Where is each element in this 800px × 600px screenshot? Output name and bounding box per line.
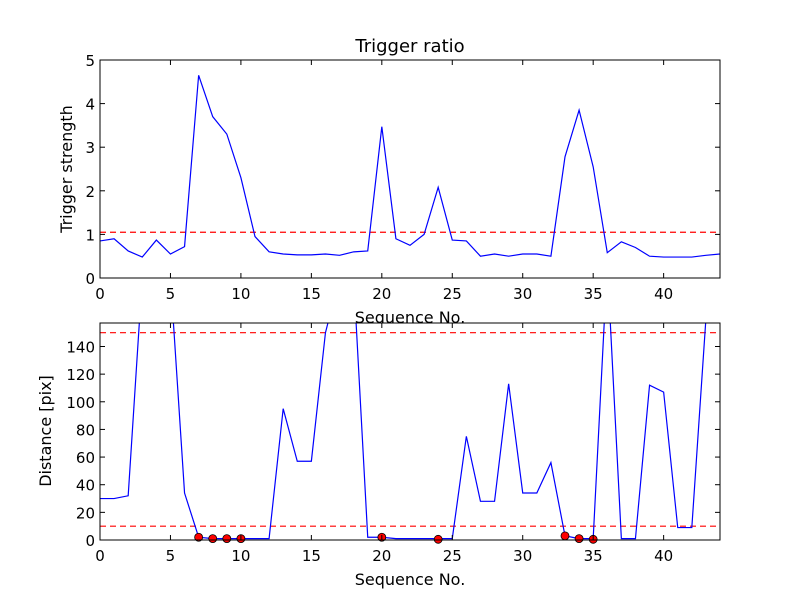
y-tick-label: 5: [85, 52, 95, 70]
x-tick-label: 5: [166, 547, 176, 565]
data-point-marker: [574, 534, 584, 544]
y-axis-label: Trigger strength: [57, 105, 76, 234]
y-tick-label: 4: [85, 96, 95, 114]
x-tick-label: 40: [654, 547, 673, 565]
y-axis-label: Distance [pix]: [36, 375, 55, 487]
trigger-ratio-panel: 0 5 10 15 20 25 30 35 40 0 1 2 3 4 5 Trigger ratio Se…: [57, 36, 721, 327]
chart-title: Trigger ratio: [354, 36, 464, 57]
data-point-marker: [208, 534, 218, 544]
x-tick-label: 10: [231, 547, 250, 565]
y-tick-label: 60: [76, 449, 95, 467]
x-tick-label: 35: [584, 547, 603, 565]
plot-frame: [99, 59, 721, 279]
x-tick-label: 25: [443, 547, 462, 565]
x-tick-label: 5: [166, 285, 176, 303]
y-tick-label: 2: [85, 183, 95, 201]
series-line: [100, 323, 707, 540]
x-tick-label: 35: [584, 285, 603, 303]
x-tick-label: 30: [513, 547, 532, 565]
x-axis-label: Sequence No.: [355, 570, 466, 589]
plot-area: [100, 323, 720, 540]
plot-area: [100, 60, 720, 278]
x-tick-label: 25: [443, 285, 462, 303]
series-line: [100, 75, 720, 258]
x-tick-label: 15: [302, 547, 321, 565]
y-tick-label: 40: [76, 477, 95, 495]
y-tick-label: 20: [76, 504, 95, 522]
x-axis-label: Sequence No.: [355, 308, 466, 327]
distance-panel: 0 5 10 15 20 25 30 35 40 0 20 40 60 80 100 120 140 Sequ…: [36, 322, 721, 589]
x-tick-label: 30: [513, 285, 532, 303]
y-tick-label: 0: [85, 532, 95, 550]
x-tick-label: 15: [302, 285, 321, 303]
y-tick-label: 1: [85, 226, 95, 244]
y-tick-label: 80: [76, 421, 95, 439]
y-tick-label: 120: [66, 366, 95, 384]
x-tick-label: 40: [654, 285, 673, 303]
data-point-marker: [222, 534, 232, 544]
y-tick-label: 100: [66, 394, 95, 412]
x-tick-label: 0: [95, 547, 105, 565]
x-tick-label: 20: [372, 285, 391, 303]
x-tick-label: 20: [372, 547, 391, 565]
y-tick-label: 0: [85, 270, 95, 288]
data-point-marker: [194, 532, 204, 542]
data-point-marker: [560, 531, 570, 541]
x-tick-label: 0: [95, 285, 105, 303]
data-point-marker: [433, 534, 443, 544]
y-tick-label: 3: [85, 139, 95, 157]
y-tick-label: 140: [66, 338, 95, 356]
plot-frame: [99, 322, 721, 541]
x-tick-label: 10: [231, 285, 250, 303]
